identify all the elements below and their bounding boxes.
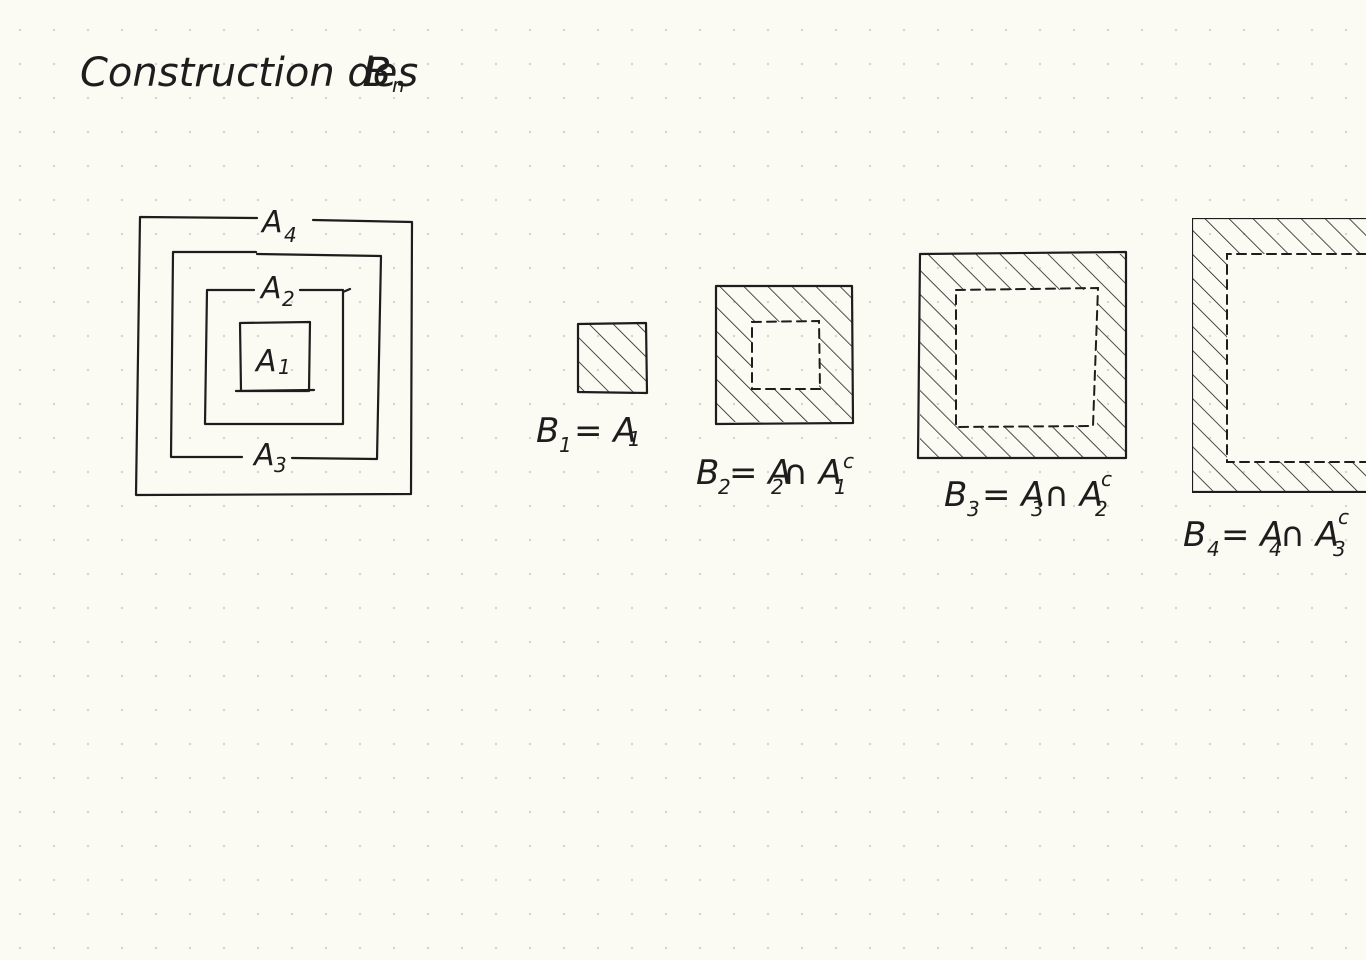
svg-text:= A: = A bbox=[729, 453, 792, 493]
svg-text:A: A bbox=[260, 205, 283, 240]
svg-text:4: 4 bbox=[284, 223, 297, 247]
set-b2-diagram bbox=[714, 284, 855, 426]
equation-b1: B 1 = A 1 bbox=[536, 411, 641, 457]
svg-text:B: B bbox=[696, 453, 719, 493]
svg-text:1: 1 bbox=[834, 475, 847, 499]
title-subscript: n bbox=[392, 73, 405, 97]
set-b4-diagram bbox=[1192, 218, 1366, 493]
title-symbol: B bbox=[364, 50, 391, 96]
svg-text:B: B bbox=[944, 475, 967, 515]
svg-text:2: 2 bbox=[771, 475, 784, 499]
svg-text:c: c bbox=[1338, 505, 1349, 529]
svg-text:= A: = A bbox=[1221, 515, 1284, 555]
equation-b2: B 2 = A 2 ∩ A 1 c bbox=[696, 449, 854, 499]
set-a3-outline bbox=[203, 287, 352, 426]
svg-text:3: 3 bbox=[1031, 497, 1044, 521]
svg-text:c: c bbox=[843, 449, 854, 473]
svg-text:A: A bbox=[252, 438, 275, 473]
svg-text:= A: = A bbox=[982, 475, 1045, 515]
svg-text:1: 1 bbox=[559, 433, 572, 457]
svg-text:3: 3 bbox=[274, 453, 287, 477]
equation-b3: B 3 = A 3 ∩ A 2 c bbox=[944, 467, 1112, 521]
svg-text:1: 1 bbox=[278, 355, 291, 379]
label-a3: A 3 bbox=[252, 438, 287, 477]
svg-text:= A: = A bbox=[574, 411, 637, 451]
svg-text:1: 1 bbox=[628, 427, 641, 451]
equation-b4: B 4 = A 4 ∩ A 3 c bbox=[1183, 505, 1349, 561]
svg-text:A: A bbox=[259, 271, 282, 306]
svg-text:∩ A: ∩ A bbox=[1044, 475, 1103, 515]
set-b3-diagram bbox=[916, 250, 1128, 460]
svg-text:∩ A: ∩ A bbox=[1280, 515, 1339, 555]
svg-text:3: 3 bbox=[1333, 537, 1346, 561]
label-a1: A 1 bbox=[254, 344, 291, 379]
svg-text:3: 3 bbox=[967, 497, 980, 521]
set-a2-outline bbox=[169, 250, 383, 461]
set-b1-diagram bbox=[576, 321, 649, 395]
svg-text:∩ A: ∩ A bbox=[783, 453, 842, 493]
set-a4-outline bbox=[134, 215, 414, 497]
label-a2: A 2 bbox=[259, 271, 295, 311]
svg-text:B: B bbox=[1183, 515, 1206, 555]
svg-text:2: 2 bbox=[718, 475, 731, 499]
svg-text:2: 2 bbox=[1095, 497, 1108, 521]
nested-sets-diagram: A 4 A 2 A 1 A 3 bbox=[134, 205, 414, 497]
svg-text:A: A bbox=[254, 344, 277, 379]
svg-text:c: c bbox=[1101, 467, 1112, 491]
page-title: Construction des bbox=[80, 50, 418, 96]
svg-text:2: 2 bbox=[282, 287, 295, 311]
svg-text:4: 4 bbox=[1207, 537, 1220, 561]
set-a1-outline bbox=[234, 320, 316, 393]
svg-text:B: B bbox=[536, 411, 559, 451]
label-a4: A 4 bbox=[260, 205, 297, 247]
svg-text:4: 4 bbox=[1269, 537, 1282, 561]
